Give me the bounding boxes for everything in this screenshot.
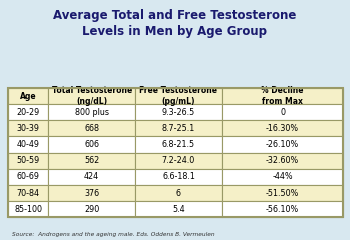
Text: -44%: -44% <box>272 172 293 181</box>
Bar <box>48 185 135 201</box>
Text: 30-39: 30-39 <box>17 124 40 133</box>
Text: 6: 6 <box>176 188 181 198</box>
Bar <box>48 137 135 153</box>
Text: 424: 424 <box>84 172 99 181</box>
Text: 20-29: 20-29 <box>17 108 40 117</box>
Text: Free Testosterone
(pg/mL): Free Testosterone (pg/mL) <box>139 86 217 106</box>
Text: 562: 562 <box>84 156 99 165</box>
Text: 8.7-25.1: 8.7-25.1 <box>162 124 195 133</box>
Bar <box>135 185 222 201</box>
Text: 7.2-24.0: 7.2-24.0 <box>162 156 195 165</box>
Bar <box>135 137 222 153</box>
Text: Source:  Androgens and the ageing male. Eds. Oddens B. Vermeulen: Source: Androgens and the ageing male. E… <box>12 232 215 237</box>
Text: 60-69: 60-69 <box>17 172 40 181</box>
Bar <box>48 153 135 169</box>
Text: 5.4: 5.4 <box>172 205 185 214</box>
Text: -56.10%: -56.10% <box>266 205 299 214</box>
Text: 606: 606 <box>84 140 99 149</box>
Bar <box>48 169 135 185</box>
Text: 70-84: 70-84 <box>17 188 40 198</box>
Bar <box>135 169 222 185</box>
Bar <box>8 120 48 137</box>
Bar <box>135 88 222 104</box>
Text: 6.6-18.1: 6.6-18.1 <box>162 172 195 181</box>
Bar <box>222 169 343 185</box>
Bar <box>222 88 343 104</box>
Text: 800 plus: 800 plus <box>75 108 108 117</box>
Text: 376: 376 <box>84 188 99 198</box>
Text: -16.30%: -16.30% <box>266 124 299 133</box>
Bar <box>135 153 222 169</box>
Text: -26.10%: -26.10% <box>266 140 299 149</box>
Bar <box>48 120 135 137</box>
Text: 6.8-21.5: 6.8-21.5 <box>162 140 195 149</box>
Bar <box>222 185 343 201</box>
Bar <box>48 88 135 104</box>
Text: 50-59: 50-59 <box>17 156 40 165</box>
Text: 0: 0 <box>280 108 285 117</box>
Bar <box>135 104 222 120</box>
Text: 40-49: 40-49 <box>17 140 40 149</box>
Bar <box>8 185 48 201</box>
Text: -51.50%: -51.50% <box>266 188 299 198</box>
Text: -32.60%: -32.60% <box>266 156 299 165</box>
Bar <box>8 201 48 217</box>
Bar <box>222 104 343 120</box>
Text: 668: 668 <box>84 124 99 133</box>
Bar <box>8 88 343 217</box>
Text: Total Testosterone
(ng/dL): Total Testosterone (ng/dL) <box>51 86 132 106</box>
Text: 85-100: 85-100 <box>14 205 42 214</box>
Text: 9.3-26.5: 9.3-26.5 <box>162 108 195 117</box>
Text: Average Total and Free Testosterone
Levels in Men by Age Group: Average Total and Free Testosterone Leve… <box>53 8 297 37</box>
Bar <box>135 201 222 217</box>
Bar <box>135 120 222 137</box>
Bar <box>222 153 343 169</box>
Bar <box>8 137 48 153</box>
Bar <box>222 201 343 217</box>
Bar <box>8 104 48 120</box>
Text: Age: Age <box>20 91 37 101</box>
Bar <box>8 153 48 169</box>
Text: 290: 290 <box>84 205 99 214</box>
Bar <box>222 137 343 153</box>
Text: % Decline
from Max: % Decline from Max <box>261 86 304 106</box>
Bar <box>8 169 48 185</box>
Bar <box>8 88 48 104</box>
Bar <box>48 201 135 217</box>
Bar <box>222 120 343 137</box>
Bar <box>48 104 135 120</box>
